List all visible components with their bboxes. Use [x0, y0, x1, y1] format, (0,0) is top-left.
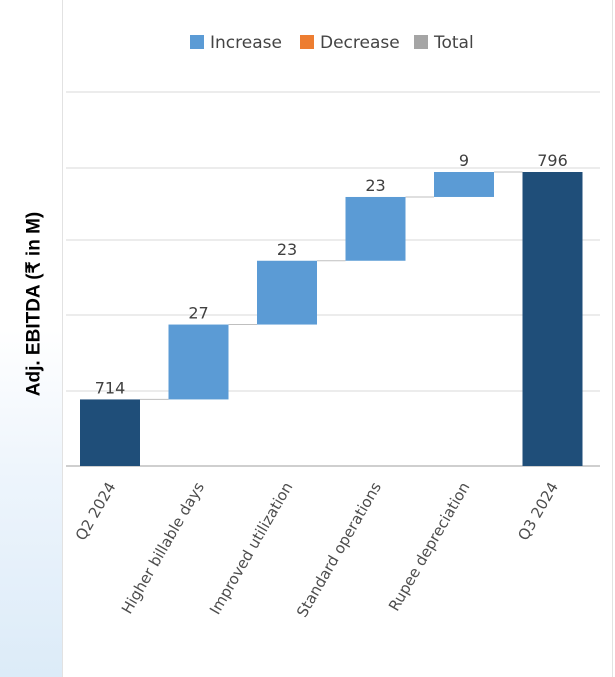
- data-label-improved-utilization: 23: [277, 240, 297, 259]
- bars: [80, 172, 583, 466]
- data-label-higher-billable-days: 27: [188, 304, 208, 323]
- data-labels: 714 27 23 23 9 796: [95, 151, 568, 397]
- bar-rupee-depreciation: [434, 172, 494, 197]
- x-tick-improved-utilization: Improved utilization: [206, 479, 296, 618]
- bar-q2-2024: [80, 399, 140, 466]
- data-label-q3-2024: 796: [537, 151, 568, 170]
- legend-label-increase: Increase: [210, 33, 282, 53]
- legend-swatch-total: [414, 35, 428, 49]
- connectors: [140, 171, 523, 400]
- legend-label-total: Total: [433, 33, 474, 53]
- data-label-standard-operations: 23: [365, 176, 385, 195]
- x-tick-rupee-depreciation: Rupee depreciation: [385, 479, 473, 614]
- data-label-rupee-depreciation: 9: [459, 151, 469, 170]
- x-tick-higher-billable-days: Higher billable days: [118, 479, 208, 617]
- legend-label-decrease: Decrease: [320, 33, 400, 53]
- background-decoration: [0, 330, 70, 677]
- bar-improved-utilization: [257, 260, 317, 325]
- gridlines: [66, 91, 600, 467]
- data-label-q2-2024: 714: [95, 378, 126, 397]
- x-tick-q3-2024: Q3 2024: [514, 479, 562, 544]
- bar-standard-operations: [345, 196, 406, 261]
- chart-panel: [62, 0, 613, 677]
- legend-swatch-decrease: [300, 35, 314, 49]
- bar-higher-billable-days: [168, 324, 229, 400]
- x-tick-standard-operations: Standard operations: [293, 479, 385, 621]
- legend-swatch-increase: [190, 35, 204, 49]
- bar-q3-2024: [522, 172, 583, 466]
- x-tick-q2-2024: Q2 2024: [72, 479, 120, 544]
- legend: Increase Decrease Total: [190, 33, 474, 53]
